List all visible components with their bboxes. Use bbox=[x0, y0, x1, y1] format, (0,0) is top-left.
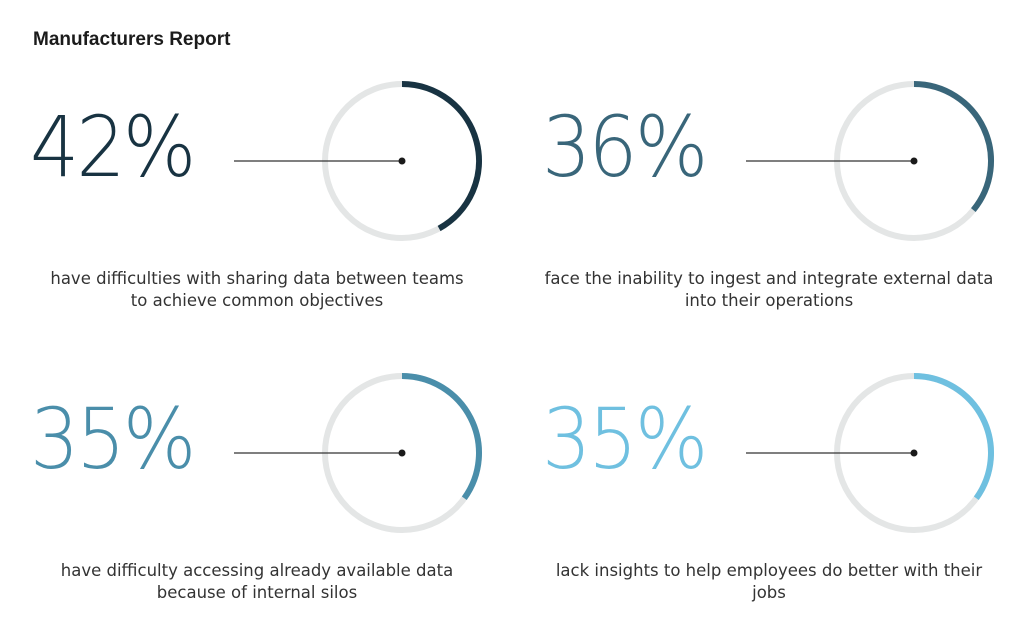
description-line: have difficulty accessing already availa… bbox=[60, 561, 454, 580]
gauge-chart bbox=[234, 373, 482, 533]
description-line: because of internal silos bbox=[156, 583, 358, 602]
center-dot bbox=[398, 157, 406, 165]
gauge-progress-arc bbox=[401, 81, 482, 232]
gauge-progress-arc bbox=[913, 81, 994, 212]
stat-block-sharing: 42% have difficulties with sharing data … bbox=[30, 0, 542, 310]
percent-value: 35% bbox=[30, 390, 196, 488]
stat-description: have difficulty accessing already availa… bbox=[17, 560, 497, 604]
percent-value: 42% bbox=[30, 98, 196, 196]
description-line: to achieve common objectives bbox=[130, 291, 384, 310]
description-line: have difficulties with sharing data betw… bbox=[50, 269, 464, 288]
gauge-chart bbox=[746, 373, 994, 533]
stat-description: lack insights to help employees do bette… bbox=[529, 560, 1009, 604]
stat-description: face the inability to ingest and integra… bbox=[529, 268, 1009, 312]
center-dot bbox=[910, 449, 918, 457]
center-dot bbox=[910, 157, 918, 165]
description-line: jobs bbox=[752, 583, 786, 602]
center-dot bbox=[398, 449, 406, 457]
gauge-progress-arc bbox=[401, 373, 482, 501]
stat-description: have difficulties with sharing data betw… bbox=[17, 268, 497, 312]
gauge-progress-arc bbox=[913, 373, 994, 501]
description-line: into their operations bbox=[684, 291, 854, 310]
percent-value: 35% bbox=[542, 390, 708, 488]
gauge-chart bbox=[746, 81, 994, 241]
stat-block-internal-silos: 35% have difficulty accessing already av… bbox=[30, 292, 542, 602]
stat-block-external-data: 36% face the inability to ingest and int… bbox=[542, 0, 1024, 310]
gauge-chart bbox=[234, 81, 482, 241]
description-line: lack insights to help employees do bette… bbox=[555, 561, 983, 580]
stat-block-employee-insights: 35% lack insights to help employees do b… bbox=[542, 292, 1024, 602]
page-title: Manufacturers Report bbox=[33, 29, 231, 50]
description-line: face the inability to ingest and integra… bbox=[544, 269, 994, 288]
percent-value: 36% bbox=[542, 98, 708, 196]
